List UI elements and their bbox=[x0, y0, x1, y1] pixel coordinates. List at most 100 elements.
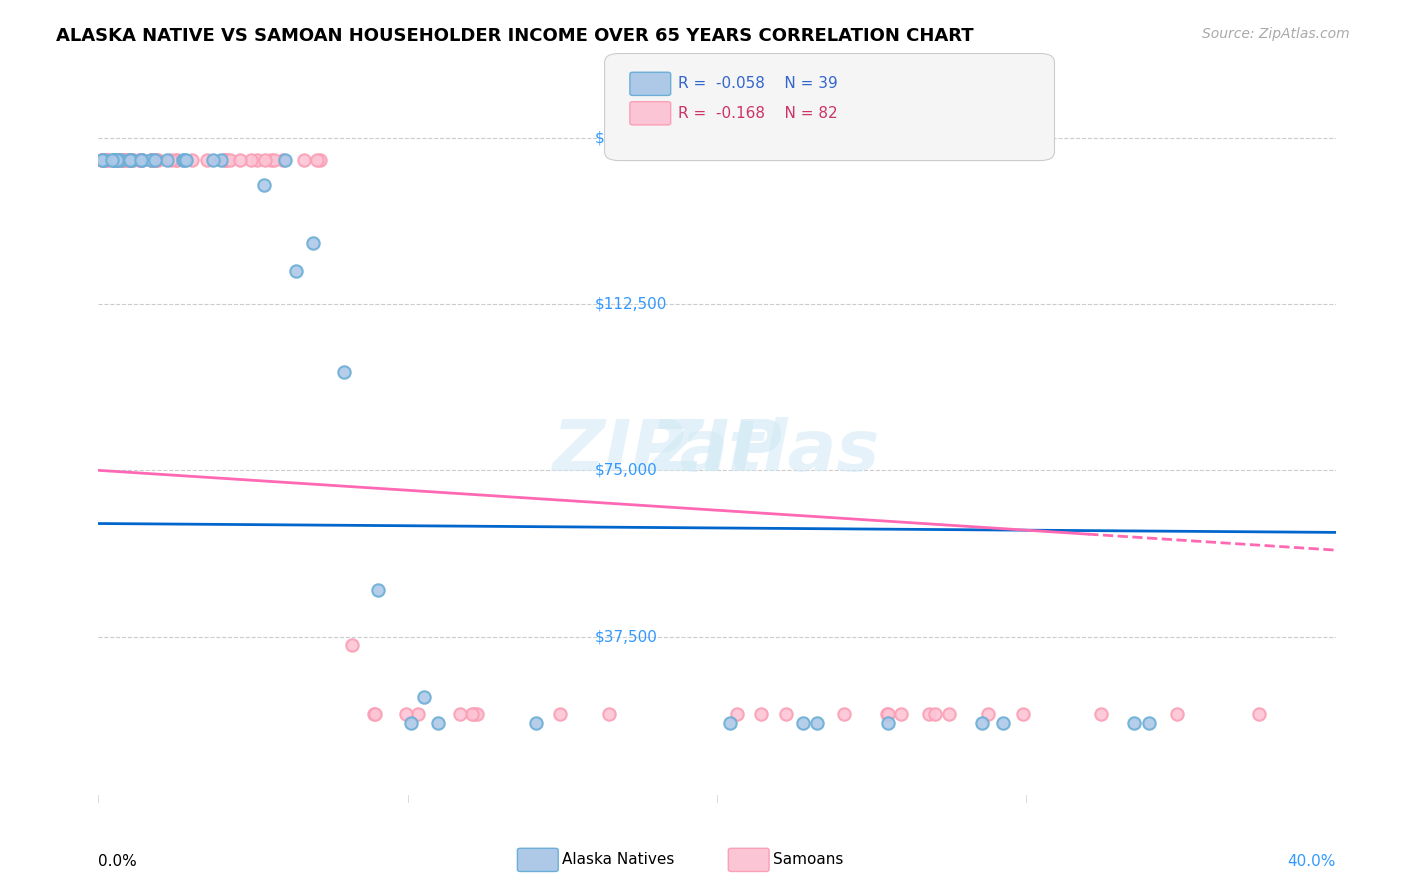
Point bbox=[101, 153, 124, 167]
Point bbox=[142, 153, 165, 167]
Point bbox=[110, 153, 132, 167]
Point bbox=[1012, 707, 1035, 722]
Point bbox=[239, 153, 262, 167]
Point bbox=[1122, 716, 1144, 731]
Point bbox=[174, 153, 197, 167]
Point bbox=[792, 716, 814, 731]
Point bbox=[246, 153, 269, 167]
Point bbox=[253, 178, 276, 193]
Text: $37,500: $37,500 bbox=[595, 629, 658, 644]
Point bbox=[215, 153, 238, 167]
Text: $150,000: $150,000 bbox=[595, 130, 666, 145]
Point bbox=[401, 716, 423, 731]
Text: ALASKA NATIVE VS SAMOAN HOUSEHOLDER INCOME OVER 65 YEARS CORRELATION CHART: ALASKA NATIVE VS SAMOAN HOUSEHOLDER INCO… bbox=[56, 27, 974, 45]
Point bbox=[156, 153, 179, 167]
Point bbox=[103, 153, 125, 167]
Point bbox=[166, 153, 188, 167]
Point bbox=[129, 153, 152, 167]
Point bbox=[363, 707, 385, 722]
Point bbox=[93, 153, 115, 167]
Point bbox=[139, 153, 162, 167]
Point bbox=[117, 153, 139, 167]
Point bbox=[107, 153, 129, 167]
Point bbox=[195, 153, 218, 167]
Point bbox=[122, 153, 145, 167]
Point bbox=[918, 707, 941, 722]
Point bbox=[449, 707, 471, 722]
Point bbox=[145, 153, 167, 167]
Point bbox=[877, 707, 900, 722]
Point bbox=[215, 153, 238, 167]
Point bbox=[97, 153, 120, 167]
Point bbox=[120, 153, 142, 167]
Text: ZIPatlas: ZIPatlas bbox=[554, 417, 880, 486]
Point bbox=[128, 153, 150, 167]
Point bbox=[408, 707, 430, 722]
Point bbox=[110, 153, 132, 167]
Point bbox=[96, 153, 118, 167]
Point bbox=[90, 153, 112, 167]
Point bbox=[90, 153, 112, 167]
Point bbox=[131, 153, 153, 167]
Point bbox=[308, 153, 330, 167]
Point bbox=[214, 153, 236, 167]
Point bbox=[228, 153, 250, 167]
Point bbox=[107, 153, 129, 167]
Point bbox=[114, 153, 136, 167]
Point bbox=[877, 716, 900, 731]
Point bbox=[890, 707, 912, 722]
Point bbox=[160, 153, 183, 167]
Point bbox=[598, 707, 620, 722]
Point bbox=[465, 707, 488, 722]
Point bbox=[993, 716, 1015, 731]
Point bbox=[143, 153, 166, 167]
Point bbox=[271, 153, 294, 167]
Point bbox=[718, 716, 741, 731]
Point bbox=[209, 153, 232, 167]
Point bbox=[121, 153, 143, 167]
Point bbox=[924, 707, 946, 722]
Point bbox=[412, 690, 434, 704]
Point bbox=[363, 707, 385, 722]
Point bbox=[120, 153, 142, 167]
Point bbox=[91, 153, 114, 167]
Point bbox=[172, 153, 194, 167]
Point bbox=[367, 582, 389, 597]
Point bbox=[307, 153, 329, 167]
Point bbox=[120, 153, 142, 167]
Point bbox=[148, 153, 170, 167]
Point bbox=[117, 153, 139, 167]
Text: R =  -0.058    N = 39: R = -0.058 N = 39 bbox=[678, 77, 838, 91]
Point bbox=[165, 153, 187, 167]
Point bbox=[107, 153, 129, 167]
Point bbox=[1247, 707, 1270, 722]
Point bbox=[876, 707, 898, 722]
Point bbox=[141, 153, 163, 167]
Point bbox=[775, 707, 797, 722]
Point bbox=[112, 153, 135, 167]
Point bbox=[105, 153, 128, 167]
Point bbox=[101, 153, 124, 167]
Point bbox=[524, 716, 547, 731]
Point bbox=[103, 153, 125, 167]
Point bbox=[219, 153, 242, 167]
Text: Alaska Natives: Alaska Natives bbox=[562, 853, 675, 867]
Point bbox=[96, 153, 118, 167]
Point bbox=[725, 707, 748, 722]
Point bbox=[292, 153, 315, 167]
Text: ZIP: ZIP bbox=[651, 417, 783, 486]
Text: R =  -0.168    N = 82: R = -0.168 N = 82 bbox=[678, 106, 838, 120]
Point bbox=[253, 153, 276, 167]
Point bbox=[1137, 716, 1160, 731]
Point bbox=[263, 153, 285, 167]
Point bbox=[105, 153, 128, 167]
Point bbox=[90, 153, 112, 167]
Point bbox=[970, 716, 993, 731]
Point bbox=[181, 153, 204, 167]
Text: 0.0%: 0.0% bbox=[98, 854, 138, 869]
Point bbox=[131, 153, 153, 167]
Point bbox=[938, 707, 960, 722]
Point bbox=[463, 707, 485, 722]
Point bbox=[115, 153, 138, 167]
Point bbox=[110, 153, 132, 167]
